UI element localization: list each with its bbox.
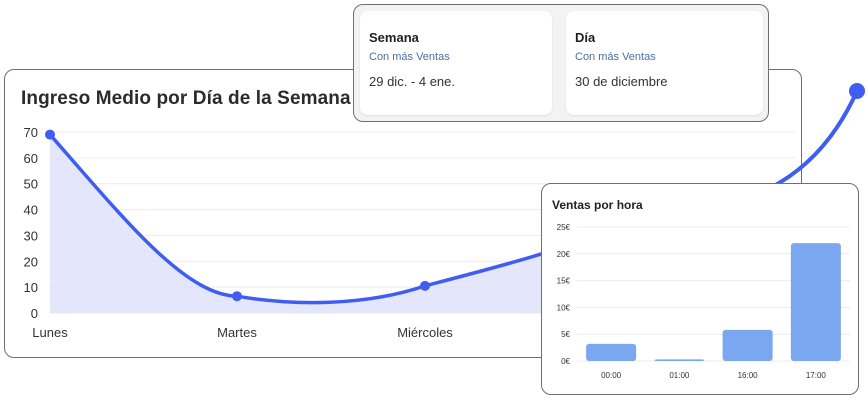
best-week-stat: Semana Con más Ventas 29 dic. - 4 ene. bbox=[360, 11, 552, 115]
data-point bbox=[849, 83, 865, 99]
chart-title: Ingreso Medio por Día de la Semana bbox=[21, 88, 351, 109]
bar bbox=[790, 243, 841, 361]
bar bbox=[722, 329, 773, 361]
y-tick-label: 15€ bbox=[557, 277, 571, 286]
stat-value: 30 de diciembre bbox=[575, 74, 668, 89]
y-tick-label: 10 bbox=[24, 280, 38, 295]
best-sales-summary-card: Semana Con más Ventas 29 dic. - 4 ene. D… bbox=[353, 4, 769, 122]
y-tick-label: 10€ bbox=[557, 303, 571, 312]
x-tick-label: Lunes bbox=[32, 325, 68, 340]
stat-value: 29 dic. - 4 ene. bbox=[369, 74, 455, 89]
y-tick-label: 60 bbox=[24, 151, 38, 166]
bar-chart-title: Ventas por hora bbox=[552, 198, 643, 212]
bar bbox=[586, 343, 637, 361]
stat-title: Día bbox=[575, 30, 596, 45]
y-tick-label: 0€ bbox=[561, 357, 570, 366]
y-tick-label: 30 bbox=[24, 228, 38, 243]
y-tick-label: 20 bbox=[24, 254, 38, 269]
y-tick-label: 50 bbox=[24, 177, 38, 192]
y-tick-label: 70 bbox=[24, 125, 38, 140]
y-tick-label: 5€ bbox=[561, 330, 570, 339]
x-tick-label: 16:00 bbox=[738, 371, 759, 380]
x-tick-label: Miércoles bbox=[397, 325, 453, 340]
stat-subtitle: Con más Ventas bbox=[369, 51, 450, 63]
y-tick-label: 20€ bbox=[557, 250, 571, 259]
stat-title: Semana bbox=[369, 30, 419, 45]
x-tick-label: 00:00 bbox=[601, 371, 622, 380]
x-tick-label: 17:00 bbox=[806, 371, 827, 380]
x-tick-label: 01:00 bbox=[669, 371, 690, 380]
sales-by-hour-card: Ventas por hora 0€ 5€ 10€ 15€ 20€ 25€ 00:00 01:… bbox=[541, 183, 859, 395]
y-tick-label: 40 bbox=[24, 203, 38, 218]
bar bbox=[654, 359, 705, 361]
data-point bbox=[232, 291, 242, 302]
data-point bbox=[45, 129, 55, 140]
sales-by-hour-chart: 0€ 5€ 10€ 15€ 20€ 25€ 00:00 01:00 16:00 17:00 bbox=[557, 223, 850, 380]
x-tick-label: Martes bbox=[217, 325, 257, 340]
data-point bbox=[420, 280, 430, 291]
best-day-stat: Día Con más Ventas 30 de diciembre bbox=[566, 11, 763, 115]
stat-subtitle: Con más Ventas bbox=[575, 51, 656, 63]
y-tick-label: 25€ bbox=[557, 223, 571, 232]
y-tick-label: 0 bbox=[31, 306, 38, 321]
